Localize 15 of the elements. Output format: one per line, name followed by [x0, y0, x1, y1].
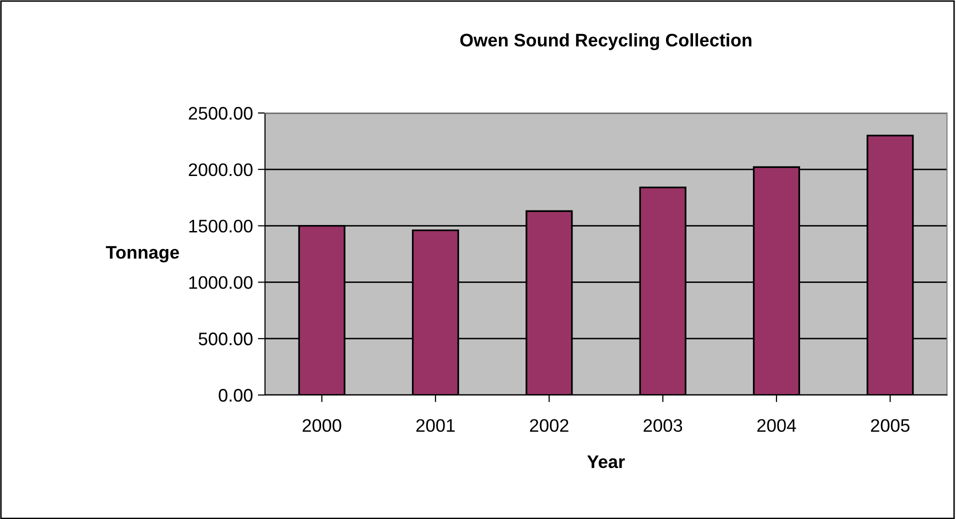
y-tick-label: 2000.00 — [188, 163, 252, 176]
x-tick-label: 2001 — [416, 419, 455, 432]
x-tick-label: 2002 — [530, 419, 568, 432]
chart-title: Owen Sound Recycling Collection — [460, 33, 752, 50]
y-tick-label: 500.00 — [198, 332, 252, 346]
x-axis-title: Year — [587, 456, 625, 468]
y-tick-label: 1000.00 — [189, 276, 252, 289]
x-tick-label: 2003 — [644, 419, 682, 432]
y-tick-label: 0.00 — [218, 388, 252, 402]
y-tick-label: 1500.00 — [189, 220, 252, 233]
y-tick-label: 2500.00 — [188, 106, 252, 120]
y-axis-title: Tonnage — [106, 246, 179, 262]
x-tick-label: 2005 — [870, 419, 910, 432]
x-tick-label: 2000 — [302, 419, 342, 432]
x-tick-label: 2004 — [757, 419, 796, 432]
